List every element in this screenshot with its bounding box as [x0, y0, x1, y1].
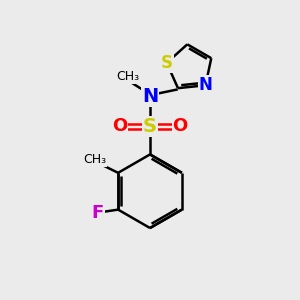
Text: F: F [92, 204, 104, 222]
Text: S: S [161, 54, 173, 72]
Text: CH₃: CH₃ [84, 153, 107, 166]
Text: CH₃: CH₃ [116, 70, 140, 83]
Text: O: O [172, 117, 188, 135]
Text: N: N [199, 76, 212, 94]
Text: S: S [143, 117, 157, 136]
Text: N: N [142, 88, 158, 106]
Text: O: O [112, 117, 128, 135]
